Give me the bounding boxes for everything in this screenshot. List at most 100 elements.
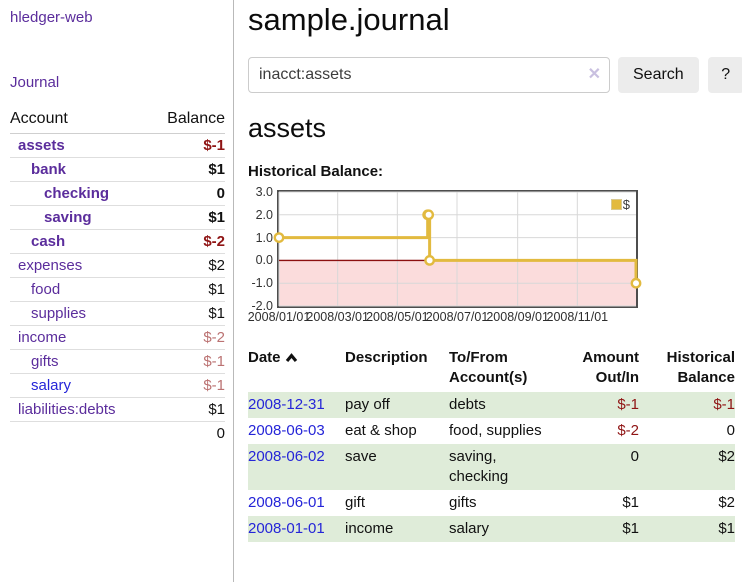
- register-table: Date Description To/From Account(s) Amou…: [248, 346, 735, 542]
- search-input[interactable]: [248, 57, 610, 93]
- search-form: ✕ Search ?: [248, 57, 742, 93]
- transaction-accounts: food, supplies: [449, 422, 542, 439]
- account-link[interactable]: gifts: [31, 353, 59, 370]
- transaction-balance: 0: [726, 422, 735, 439]
- account-link[interactable]: bank: [31, 161, 67, 178]
- account-row: cash $-2: [10, 229, 225, 254]
- chart-svg: [273, 191, 642, 307]
- transaction-accounts: debts: [449, 396, 486, 413]
- account-link[interactable]: expenses: [18, 257, 83, 274]
- register-column-amount: Amount Out/In: [582, 349, 639, 386]
- x-tick-label: 2008/11/01: [546, 310, 609, 324]
- x-tick-label: 2008/05/01: [366, 310, 429, 324]
- brand-link[interactable]: hledger-web: [10, 9, 93, 26]
- main-content: sample.journal ✕ Search ? assets Histori…: [234, 0, 742, 582]
- search-button[interactable]: Search: [618, 57, 699, 93]
- account-link[interactable]: assets: [18, 137, 65, 154]
- help-button[interactable]: ?: [707, 57, 742, 93]
- accounts-column-balance: Balance: [148, 107, 225, 134]
- transaction-amount: $1: [622, 520, 639, 537]
- account-balance: $2: [148, 253, 225, 278]
- account-balance: $-2: [148, 229, 225, 254]
- account-row: saving $1: [10, 205, 225, 230]
- x-tick-label: 2008/09/01: [486, 310, 549, 324]
- account-balance: $1: [148, 277, 225, 302]
- transaction-amount: $-2: [617, 422, 639, 439]
- account-row: supplies $1: [10, 301, 225, 326]
- account-row: food $1: [10, 277, 225, 302]
- legend-swatch-icon: [610, 199, 622, 210]
- chevron-up-icon: [285, 349, 298, 369]
- register-table-body: 2008-12-31 pay off debts $-1 $-1 2008-06-03 ea…: [248, 392, 735, 542]
- account-row: expenses $2: [10, 253, 225, 278]
- register-column-description: Description: [345, 349, 428, 366]
- sidebar-item-journal[interactable]: Journal: [10, 74, 60, 91]
- transaction-date-link[interactable]: 2008-06-01: [248, 494, 325, 511]
- register-column-accounts: To/From Account(s): [449, 349, 528, 386]
- accounts-total-row: 0: [10, 421, 225, 445]
- transaction-amount: $1: [622, 494, 639, 511]
- account-row: liabilities:debts $1: [10, 397, 225, 422]
- account-link[interactable]: salary: [31, 377, 72, 394]
- transaction-balance: $2: [718, 494, 735, 511]
- account-balance: $1: [148, 397, 225, 422]
- legend-label: $: [622, 197, 630, 212]
- account-row: salary $-1: [10, 373, 225, 398]
- x-tick-label: 2008/07/01: [425, 310, 489, 324]
- account-balance: $-1: [148, 349, 225, 374]
- account-link[interactable]: checking: [44, 185, 110, 202]
- chart-x-axis: 2008/01/01 2008/03/01 2008/05/01 2008/07/01…: [248, 310, 638, 326]
- transaction-row: 2008-12-31 pay off debts $-1 $-1: [248, 392, 735, 418]
- account-link[interactable]: food: [31, 281, 61, 298]
- account-link[interactable]: liabilities:debts: [18, 401, 116, 418]
- transaction-date-link[interactable]: 2008-12-31: [248, 396, 325, 413]
- transaction-description: eat & shop: [345, 422, 417, 439]
- accounts-column-account: Account: [10, 107, 149, 134]
- transaction-balance: $1: [718, 520, 735, 537]
- account-balance: $1: [148, 301, 225, 326]
- chart-plot-area: $: [273, 190, 642, 308]
- y-tick-label: -2.0: [251, 299, 273, 313]
- account-balance: $1: [148, 205, 225, 230]
- account-link[interactable]: supplies: [31, 305, 87, 322]
- transaction-row: 2008-06-02 save saving, checking 0 $2: [248, 444, 735, 490]
- transaction-date-link[interactable]: 2008-06-02: [248, 448, 325, 465]
- transaction-description: save: [345, 448, 377, 465]
- account-row: checking 0: [10, 181, 225, 206]
- account-link[interactable]: cash: [31, 233, 66, 250]
- chart-y-axis: 3.0 2.0 1.0 0.0 -1.0 -2.0: [248, 186, 277, 313]
- x-tick-label: 2008/01/01: [247, 310, 311, 324]
- account-row: assets $-1: [10, 133, 225, 158]
- chart-legend: $: [610, 197, 630, 212]
- y-tick-label: 2.0: [255, 207, 273, 222]
- x-tick-label: 2008/03/01: [306, 310, 369, 324]
- accounts-table-body: assets $-1 bank $1 checking 0 saving $1 cash $-2 e…: [10, 133, 225, 445]
- clear-search-icon[interactable]: ✕: [587, 66, 601, 83]
- transaction-description: income: [345, 520, 394, 537]
- transaction-amount: 0: [630, 448, 639, 465]
- account-balance: $1: [148, 157, 225, 182]
- transaction-description: pay off: [345, 396, 390, 413]
- transaction-description: gift: [345, 494, 366, 511]
- account-row: bank $1: [10, 157, 225, 182]
- account-heading: assets: [248, 113, 327, 143]
- account-balance: $-1: [148, 373, 225, 398]
- account-link[interactable]: income: [18, 329, 67, 346]
- chart-title: Historical Balance:: [248, 163, 384, 180]
- transaction-row: 2008-01-01 income salary $1 $1: [248, 516, 735, 542]
- account-link[interactable]: saving: [44, 209, 92, 226]
- accounts-table: Account Balance assets $-1 bank $1 checking 0…: [10, 107, 225, 445]
- transaction-balance: $2: [718, 448, 735, 465]
- transaction-accounts: salary: [449, 520, 490, 537]
- account-balance: $-2: [148, 325, 225, 350]
- transaction-date-link[interactable]: 2008-06-03: [248, 422, 325, 439]
- register-column-date[interactable]: Date: [248, 346, 345, 392]
- transaction-accounts: gifts: [449, 494, 477, 511]
- transaction-date-link[interactable]: 2008-01-01: [248, 520, 325, 537]
- y-tick-label: -1.0: [251, 276, 273, 291]
- transaction-amount: $-1: [617, 396, 639, 413]
- transaction-row: 2008-06-03 eat & shop food, supplies $-2 0: [248, 418, 735, 444]
- accounts-total: 0: [148, 421, 225, 445]
- account-balance: $-1: [148, 133, 225, 158]
